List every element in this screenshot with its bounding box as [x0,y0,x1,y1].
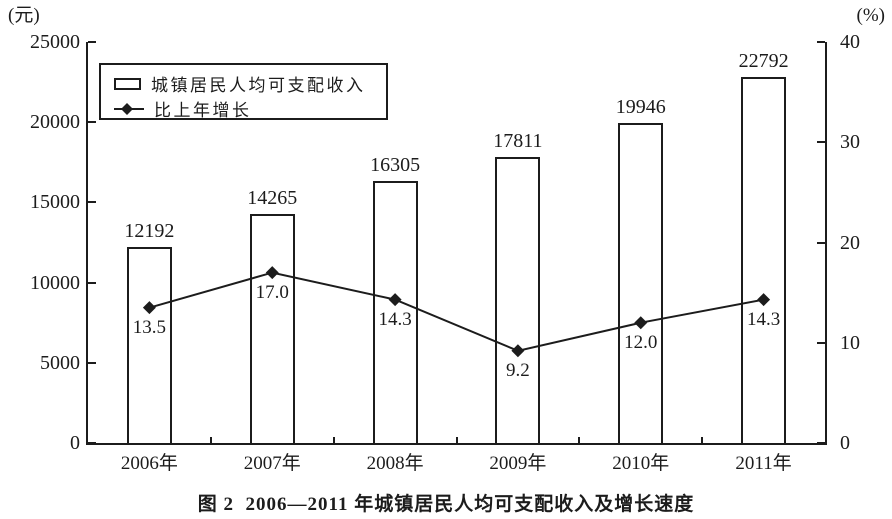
line-diamond-swatch-icon [114,102,144,116]
x-category-label: 2010年 [612,453,670,474]
growth-value-label: 17.0 [255,281,289,303]
legend: 城镇居民人均可支配收入 比上年增长 [99,63,388,120]
x-category-label: 2008年 [366,453,424,474]
right-axis-tick-label: 30 [840,131,860,154]
growth-value-label: 13.5 [132,316,167,338]
left-axis-tick [88,41,96,43]
left-axis-tick-label: 25000 [30,31,80,53]
left-axis-tick [88,281,96,284]
income-bar [249,214,295,443]
right-axis-tick [817,241,825,244]
bar-swatch-icon [114,77,141,90]
x-category-label: 2009年 [489,453,547,474]
right-axis-tick [817,41,825,43]
right-axis-tick-label: 10 [840,331,860,354]
income-bar [618,123,664,443]
left-axis-tick-label: 15000 [30,191,80,214]
x-axis-tick [701,437,704,443]
bar-value-label: 16305 [370,154,421,177]
bar-value-label: 14265 [247,187,298,210]
x-axis-line [86,443,827,445]
right-axis-tick-label: 0 [840,432,850,454]
right-axis-tick-label: 40 [840,31,860,53]
growth-value-label: 12.0 [624,331,658,353]
left-axis-tick [88,361,96,364]
legend-label-bar: 城镇居民人均可支配收入 [151,76,366,95]
growth-value-label: 9.2 [506,359,530,381]
income-bar [741,77,787,443]
left-axis-tick [88,442,96,444]
x-category-label: 2011年 [735,453,792,474]
x-category-label: 2007年 [243,453,301,474]
legend-label-line: 比上年增长 [154,101,252,120]
x-axis-tick [578,437,581,443]
bar-value-label: 12192 [124,220,175,243]
left-axis-tick-label: 20000 [30,111,80,134]
right-axis-tick [817,341,825,344]
left-axis-tick [88,201,96,204]
right-axis-tick [817,442,825,444]
bar-value-label: 22792 [738,50,789,73]
figure-caption: 图 2 2006—2011 年城镇居民人均可支配收入及增长速度 [197,494,695,515]
x-axis-tick [209,437,212,443]
left-axis-tick-label: 5000 [40,351,80,374]
bar-value-label: 19946 [615,96,666,119]
left-axis-tick [88,121,96,124]
right-axis-line [825,42,827,445]
growth-value-label: 14.3 [378,308,412,330]
right-axis-unit: (%) [856,5,885,26]
left-axis-line [86,42,88,445]
right-axis-tick-label: 20 [840,231,860,254]
legend-item-line: 比上年增长 [114,96,382,121]
left-axis-unit: (元) [8,5,40,26]
right-axis-tick [817,141,825,144]
bar-value-label: 17811 [493,130,543,153]
income-bar [495,157,541,443]
x-axis-tick [455,437,458,443]
legend-item-bar: 城镇居民人均可支配收入 [114,71,382,96]
x-axis-tick [332,437,335,443]
left-axis-tick-label: 10000 [30,271,80,294]
left-axis-tick-label: 0 [70,432,80,454]
income-bar [126,247,172,443]
growth-value-label: 14.3 [746,308,781,330]
x-category-label: 2006年 [120,453,178,474]
